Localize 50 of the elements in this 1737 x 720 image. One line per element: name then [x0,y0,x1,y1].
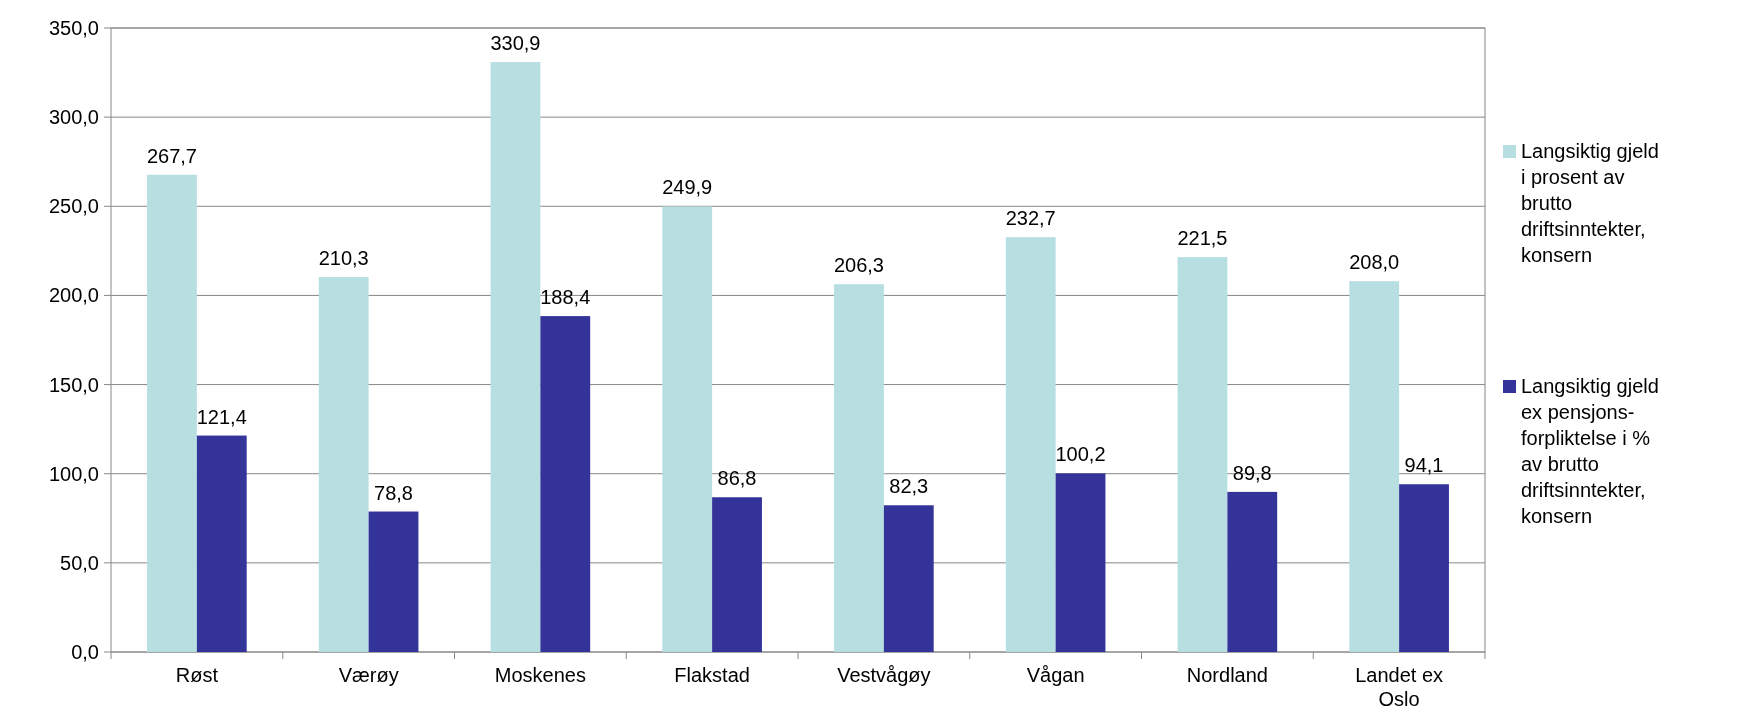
x-tick-label: Vestvågøy [837,664,931,686]
y-tick-label: 50,0 [60,551,99,574]
data-label: 94,1 [1404,454,1444,477]
data-label: 267,7 [146,144,197,167]
bar [662,206,713,652]
bar [368,511,419,652]
y-tick-label: 150,0 [48,373,99,396]
bar [1227,491,1278,652]
data-label: 82,3 [889,475,929,498]
bar [196,435,247,652]
x-tick-label: Værøy [338,664,399,686]
y-tick-label: 200,0 [48,284,99,307]
data-label: 221,5 [1177,227,1228,250]
legend-label: Langsiktig gjeld ex pensjons-forpliktelse i % av brutto driftsinntekter, konsern [1521,375,1659,527]
legend-label: Langsiktig gjeld i prosent av brutto driftsinntekter, konsern [1521,140,1659,266]
x-tick-label: Moskenes [494,664,586,686]
data-label: 188,4 [540,286,591,309]
bar [712,497,762,652]
x-tick-label: Flakstad [674,664,750,686]
data-label: 100,2 [1055,443,1106,466]
x-tick-label: Røst [175,664,219,686]
bar [540,316,591,652]
y-tick-label: 250,0 [48,195,99,218]
y-tick-label: 350,0 [48,17,99,39]
data-label: 330,9 [490,32,541,55]
bar [1055,473,1106,652]
bar [883,505,934,652]
bar [1005,237,1056,652]
bar [147,174,197,652]
data-label: 89,8 [1232,461,1272,484]
data-label: 86,8 [717,467,757,490]
y-tick-label: 300,0 [48,106,99,129]
bar [1177,257,1228,652]
bar [834,284,884,652]
x-tick-label: Landet ex Oslo [1355,664,1444,710]
bar [318,277,369,652]
bar [490,62,541,652]
y-tick-label: 100,0 [48,462,99,485]
x-tick-label: Vågan [1026,664,1085,686]
bar [1399,484,1449,652]
data-label: 206,3 [833,254,884,277]
y-tick-label: 0,0 [71,641,99,663]
data-label: 121,4 [196,405,247,428]
bar [1349,281,1400,652]
data-label: 232,7 [1005,207,1056,230]
data-label: 210,3 [318,247,369,270]
x-tick-label: Nordland [1186,664,1268,686]
data-label: 249,9 [662,176,713,199]
data-label: 78,8 [374,481,413,504]
data-label: 208,0 [1349,251,1400,274]
